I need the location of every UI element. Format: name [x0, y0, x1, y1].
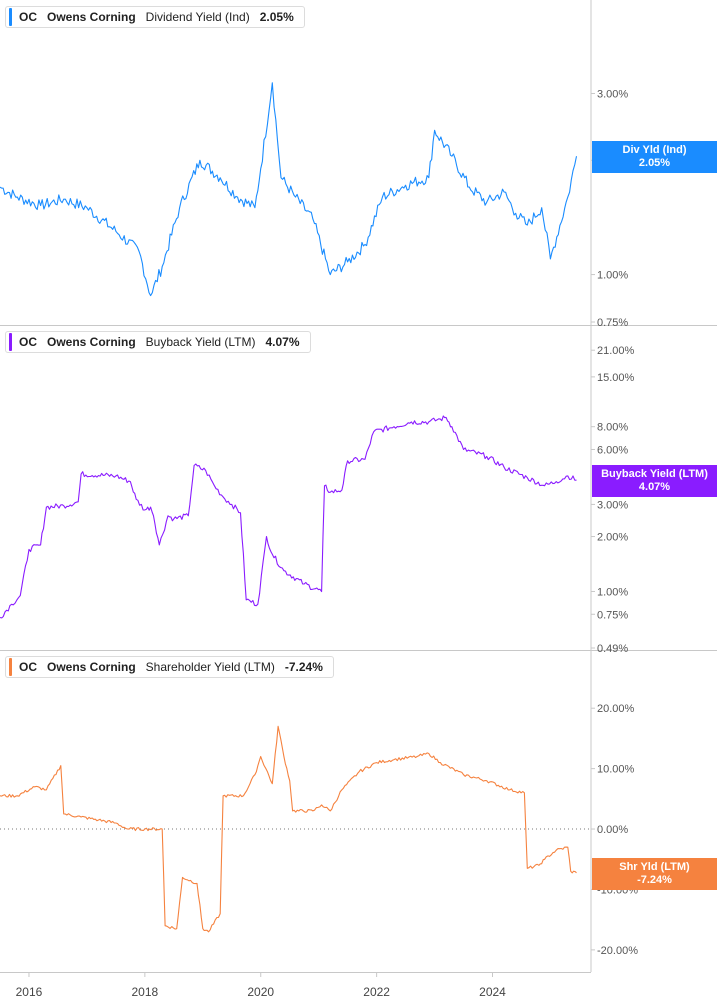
y-tick-label: 20.00%	[597, 703, 635, 715]
y-tick-label: 8.00%	[597, 422, 628, 434]
legend-value: 2.05%	[259, 10, 294, 24]
badge-value: 4.07%	[638, 481, 671, 494]
y-tick-label: 2.00%	[597, 532, 628, 544]
y-tick-label: 21.00%	[597, 345, 635, 357]
badge-value: 2.05%	[638, 157, 671, 170]
series-line	[0, 725, 577, 933]
y-tick-label: 6.00%	[597, 444, 628, 456]
series-color-swatch	[9, 658, 12, 676]
legend-shareholder-yield[interactable]: OC Owens Corning Shareholder Yield (LTM)…	[5, 656, 334, 678]
shareholder-yield-badge: Shr Yld (LTM) -7.24%	[592, 857, 717, 890]
buyback-yield-panel: 21.00% 15.00% 8.00% 6.00% 3.00% 2.00% 1.00% 0.7…	[0, 345, 635, 655]
y-tick-label: 1.00%	[597, 586, 628, 598]
legend-metric: Dividend Yield (Ind)	[145, 10, 250, 24]
series-color-swatch	[9, 8, 12, 26]
y-tick-label: 15.00%	[597, 372, 635, 384]
series-line	[0, 415, 577, 619]
series-line	[0, 82, 578, 297]
legend-metric: Shareholder Yield (LTM)	[145, 660, 275, 674]
legend-ticker: OC	[19, 10, 37, 24]
legend-company: Owens Corning	[47, 335, 136, 349]
dividend-yield-badge: Div Yld (Ind) 2.05%	[592, 141, 717, 174]
y-tick-label: 0.49%	[597, 643, 628, 655]
legend-value: -7.24%	[284, 660, 323, 674]
series-color-swatch	[9, 333, 12, 351]
legend-metric: Buyback Yield (LTM)	[145, 335, 256, 349]
legend-company: Owens Corning	[47, 660, 136, 674]
legend-dividend-yield[interactable]: OC Owens Corning Dividend Yield (Ind) 2.…	[5, 6, 305, 28]
y-tick-label: 0.75%	[597, 609, 628, 621]
legend-value: 4.07%	[265, 335, 300, 349]
y-tick-label: 0.00%	[597, 824, 628, 836]
x-tick-label: 2022	[363, 985, 390, 999]
badge-label: Buyback Yield (LTM)	[601, 468, 708, 481]
y-tick-label: 0.75%	[597, 317, 628, 329]
dividend-yield-panel: 3.00%2.00%1.00%0.75%	[0, 82, 628, 329]
shareholder-yield-panel: 20.00%10.00%0.00%-10.00%-20.00%	[0, 703, 638, 957]
y-tick-label: 1.00%	[597, 270, 628, 282]
badge-label: Shr Yld (LTM)	[619, 860, 690, 873]
legend-ticker: OC	[19, 660, 37, 674]
y-tick-label: 3.00%	[597, 499, 628, 511]
y-tick-label: -20.00%	[597, 945, 638, 957]
x-tick-label: 2024	[479, 985, 506, 999]
badge-label: Div Yld (Ind)	[622, 144, 687, 157]
x-tick-label: 2018	[132, 985, 159, 999]
y-tick-label: 3.00%	[597, 88, 628, 100]
x-tick-label: 2020	[247, 985, 274, 999]
legend-company: Owens Corning	[47, 10, 136, 24]
y-tick-label: 10.00%	[597, 764, 635, 776]
x-axis: 2016 2018 2020 2022 2024	[16, 972, 506, 999]
legend-ticker: OC	[19, 335, 37, 349]
legend-buyback-yield[interactable]: OC Owens Corning Buyback Yield (LTM) 4.0…	[5, 331, 311, 353]
x-tick-label: 2016	[16, 985, 43, 999]
buyback-yield-badge: Buyback Yield (LTM) 4.07%	[592, 465, 717, 498]
badge-value: -7.24%	[637, 873, 672, 886]
